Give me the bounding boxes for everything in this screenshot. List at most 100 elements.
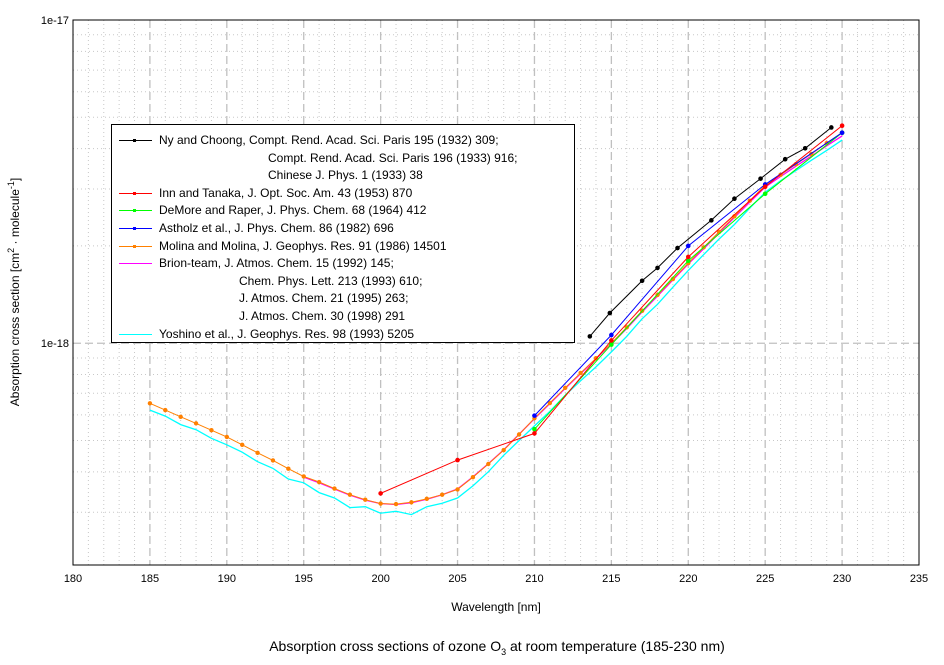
data-point [240, 442, 245, 448]
series-layer [147, 123, 845, 516]
data-point [670, 276, 676, 282]
x-tick-label: 185 [141, 573, 159, 585]
legend-label: Compt. Rend. Acad. Sci. Paris 196 (1933)… [268, 150, 518, 165]
legend-label: Brion-team, J. Atmos. Chem. 15 (1992) 14… [159, 256, 394, 271]
x-tick-label: 220 [679, 573, 697, 585]
legend-marker [133, 244, 136, 248]
data-point [547, 400, 553, 406]
data-point [270, 458, 276, 463]
y-tick-label: 1e-17 [41, 15, 69, 27]
legend-entry: DeMore and Raper, J. Phys. Chem. 68 (196… [112, 202, 574, 219]
axis-ticks: 180 185 190 195 200 205 210 215 220 225 230 235 1e-1… [41, 15, 928, 585]
x-tick-label: 195 [295, 573, 313, 585]
legend-entry: Astholz et al., J. Phys. Chem. 86 (1982)… [112, 220, 574, 237]
data-point [587, 334, 593, 339]
data-point [209, 428, 214, 433]
data-point [732, 196, 737, 201]
y-tick-label: 1e-18 [41, 338, 69, 350]
data-point [301, 474, 306, 479]
data-point [532, 426, 537, 432]
data-point [685, 254, 691, 260]
data-point [193, 421, 199, 426]
legend-line-sample [119, 227, 152, 230]
data-point [675, 245, 680, 251]
legend-marker [133, 227, 136, 230]
legend-label: DeMore and Raper, J. Phys. Chem. 68 (196… [159, 203, 427, 218]
data-point [782, 156, 788, 162]
legend-marker [133, 191, 136, 195]
legend-entry: Molina and Molina, J. Geophys. Res. 91 (… [112, 238, 574, 255]
data-point [332, 486, 337, 491]
data-point [147, 401, 153, 406]
legend-entry-continuation: Chem. Phys. Lett. 213 (1993) 610; [112, 273, 574, 290]
y-axis-label: Absorption cross section [cm2 · molecule… [6, 177, 22, 407]
legend-label: Inn and Tanaka, J. Opt. Soc. Am. 43 (195… [159, 185, 413, 200]
legend-line-sample [119, 191, 152, 195]
data-point [709, 218, 714, 223]
legend: Ny and Choong, Compt. Rend. Acad. Sci. P… [111, 124, 575, 343]
x-tick-label: 235 [910, 573, 928, 585]
data-point [393, 501, 399, 507]
legend-label: Molina and Molina, J. Geophys. Res. 91 (… [159, 238, 447, 253]
legend-marker [133, 139, 136, 142]
x-tick-label: 215 [602, 573, 620, 585]
x-tick-label: 190 [218, 573, 236, 585]
data-point [839, 130, 845, 136]
data-point [532, 431, 537, 436]
data-point [516, 432, 522, 437]
series-inn-and-tanaka [378, 123, 845, 496]
data-point [424, 496, 429, 502]
data-point [609, 332, 614, 338]
legend-label: Chem. Phys. Lett. 213 (1993) 610; [239, 273, 423, 288]
data-point [685, 243, 691, 249]
legend-label: J. Atmos. Chem. 21 (1995) 263; [239, 291, 409, 306]
legend-line-sample [119, 333, 152, 335]
data-point [439, 492, 445, 497]
x-tick-label: 230 [833, 573, 851, 585]
plot-frame [72, 19, 920, 566]
data-point [163, 407, 168, 413]
data-point [839, 123, 845, 128]
data-point [378, 491, 383, 496]
data-point [639, 278, 645, 284]
data-point [470, 475, 476, 480]
series-line [149, 132, 843, 505]
legend-label: Chinese J. Phys. 1 (1933) 38 [268, 168, 423, 183]
legend-line-sample [119, 139, 152, 142]
chart-title: Absorption cross sections of ozone O3 at… [269, 638, 725, 657]
legend-marker [133, 209, 136, 213]
data-point [409, 500, 414, 505]
series-yoshino-et-al [149, 139, 843, 516]
data-point [578, 370, 583, 376]
data-point [758, 176, 763, 181]
data-point [609, 342, 614, 347]
legend-entry: Yoshino et al., J. Geophys. Res. 98 (199… [112, 326, 574, 343]
x-tick-label: 205 [448, 573, 466, 585]
legend-entry: Ny and Choong, Compt. Rend. Acad. Sci. P… [112, 132, 574, 149]
data-point [286, 466, 291, 471]
data-point [363, 497, 368, 502]
legend-label: Astholz et al., J. Phys. Chem. 86 (1982)… [159, 221, 394, 235]
legend-entry: Inn and Tanaka, J. Opt. Soc. Am. 43 (195… [112, 185, 574, 202]
data-point [316, 479, 322, 485]
series-ny-and-choong [587, 125, 834, 339]
legend-entry-continuation: J. Atmos. Chem. 30 (1998) 291 [112, 308, 574, 325]
data-point [532, 413, 537, 418]
data-point [655, 265, 660, 271]
legend-entry-continuation: Chinese J. Phys. 1 (1933) 38 [112, 167, 574, 184]
legend-line-sample [119, 263, 152, 265]
x-tick-label: 200 [371, 573, 389, 585]
series-line [589, 127, 832, 337]
legend-line-sample [119, 209, 152, 213]
legend-entry-continuation: J. Atmos. Chem. 21 (1995) 263; [112, 290, 574, 307]
x-tick-label: 180 [64, 573, 82, 585]
data-point [762, 191, 768, 197]
data-point [829, 125, 834, 130]
data-point [178, 414, 183, 420]
data-point [455, 457, 460, 463]
data-point [455, 487, 460, 492]
data-point [347, 492, 353, 497]
data-point [378, 501, 383, 506]
data-point [224, 434, 230, 440]
legend-line-sample [119, 244, 152, 248]
